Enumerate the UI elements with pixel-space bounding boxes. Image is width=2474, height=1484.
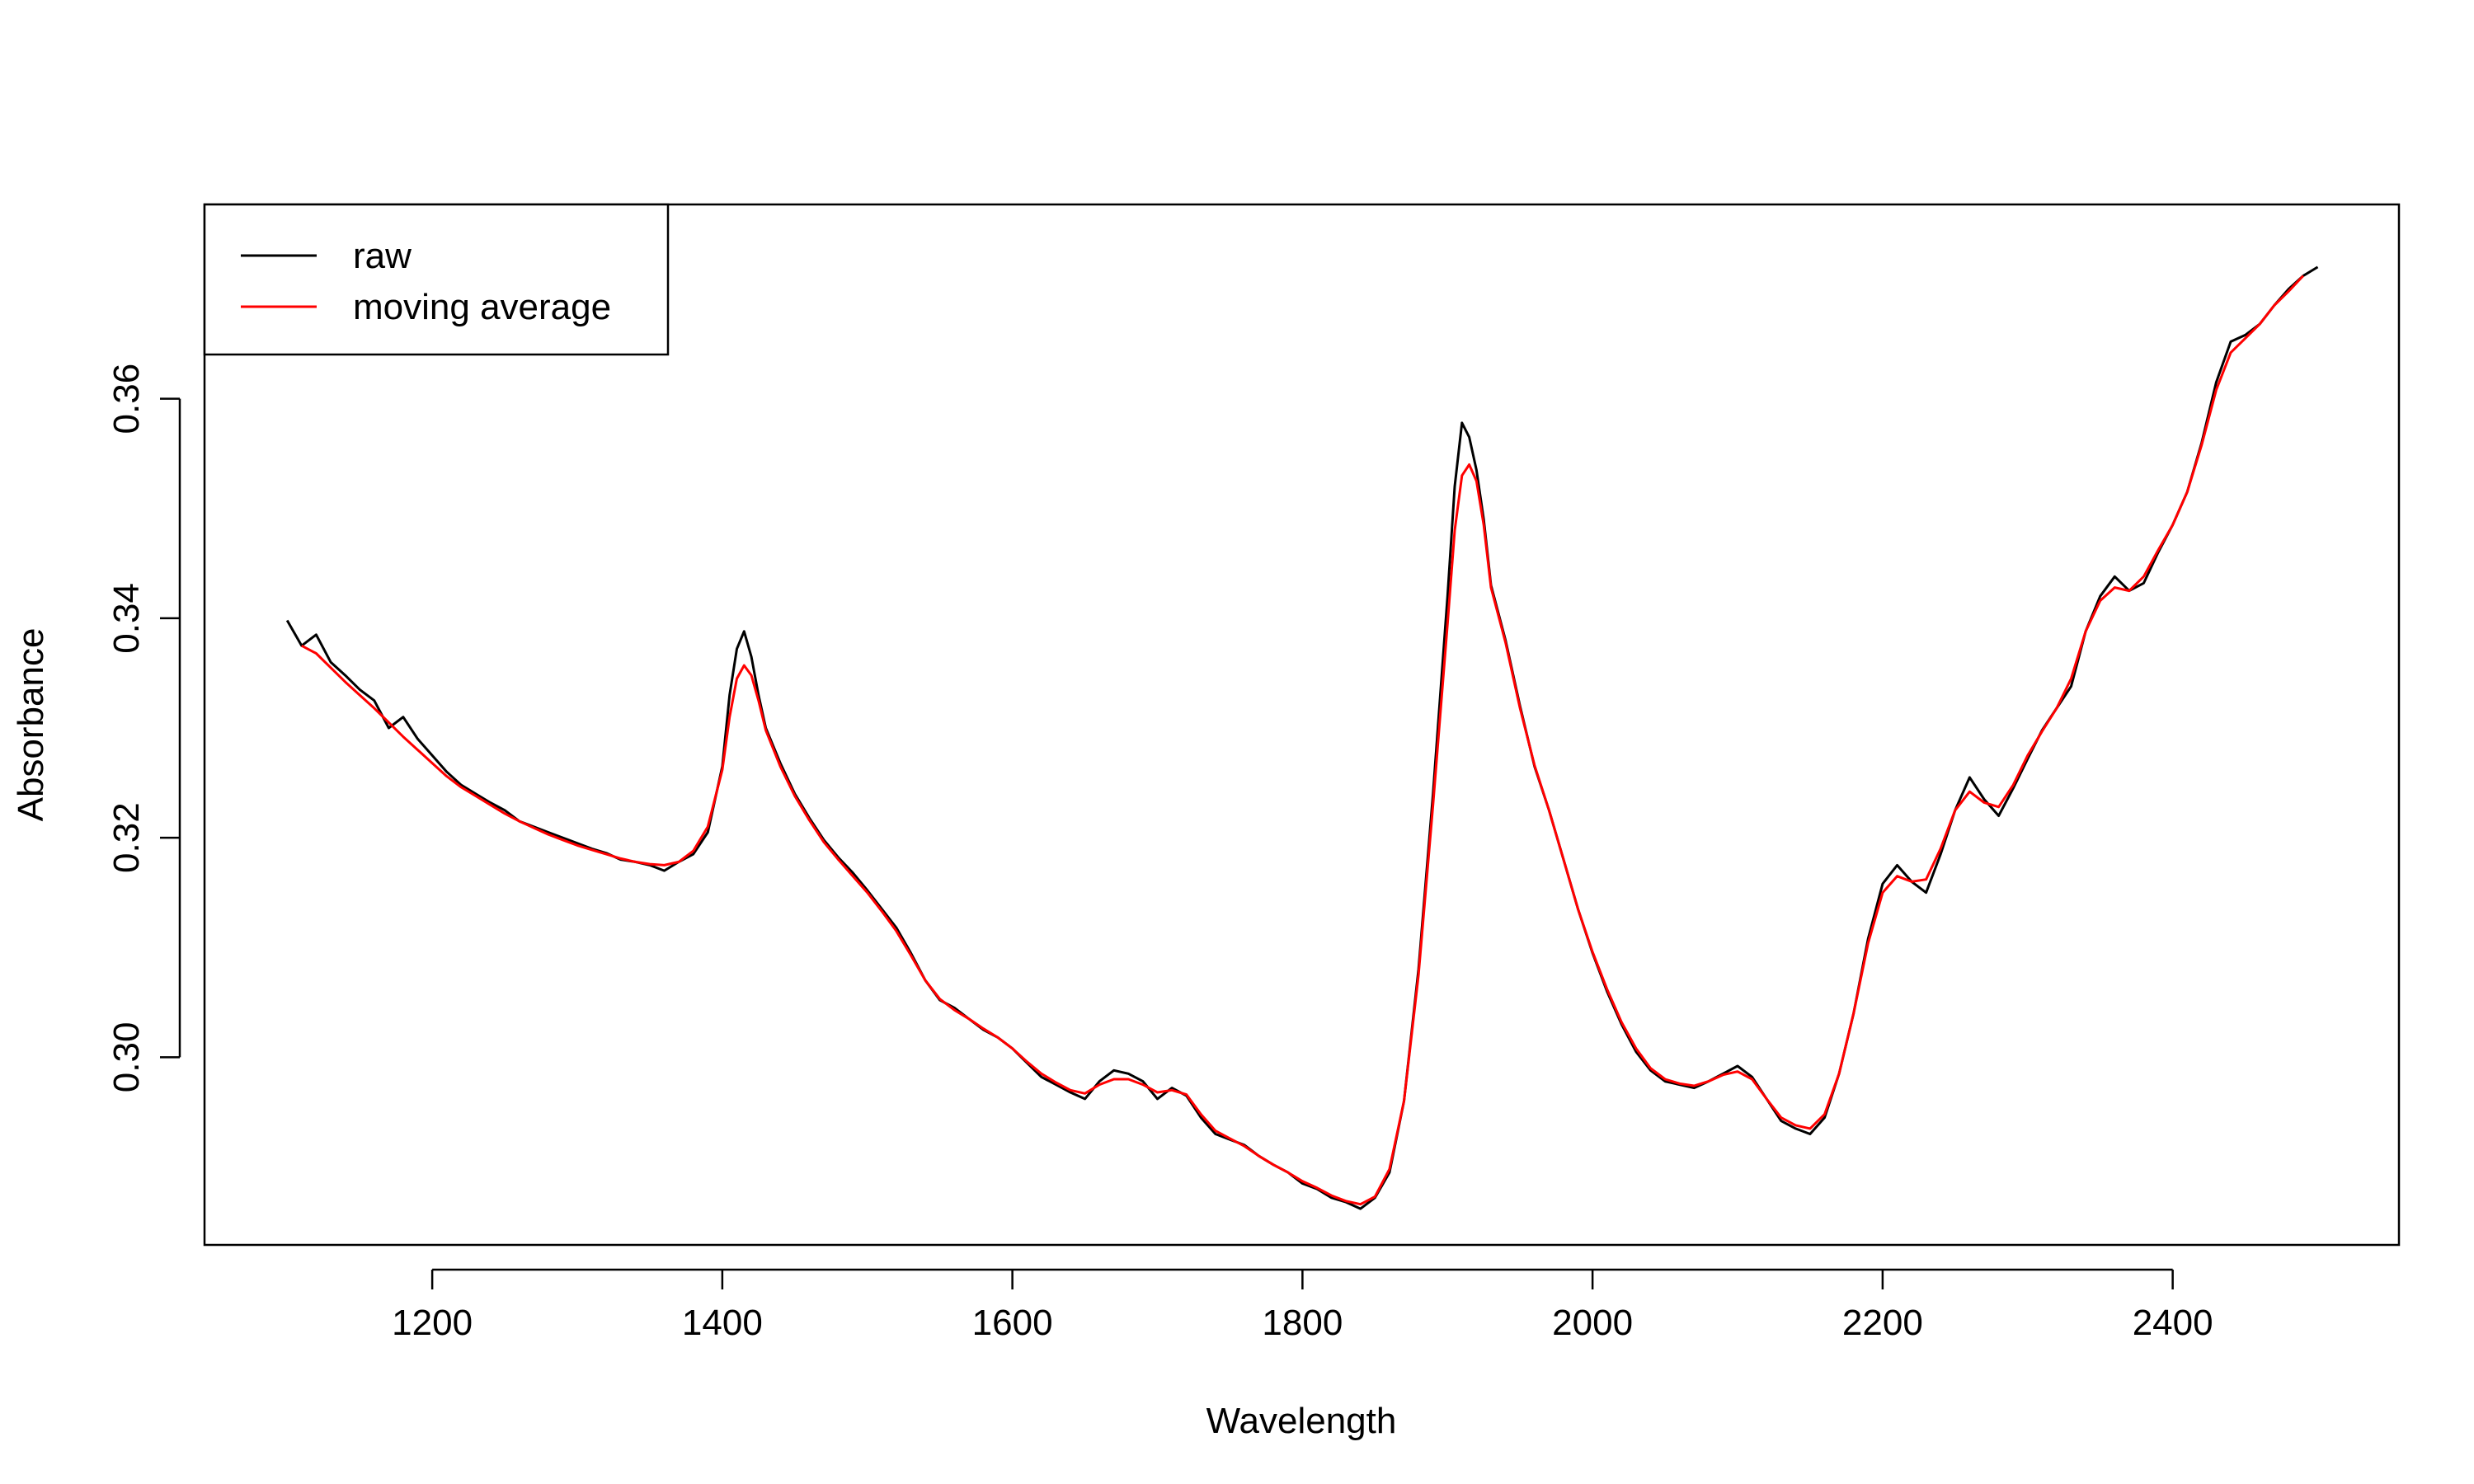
y-tick-label: 0.34 (106, 583, 147, 654)
x-tick-label: 2400 (2133, 1303, 2213, 1343)
legend: raw moving average (203, 203, 670, 356)
x-tick-label: 1400 (682, 1303, 763, 1343)
plot-frame (203, 203, 2401, 1247)
x-tick-label: 2200 (1842, 1303, 1923, 1343)
x-tick-label: 1800 (1262, 1303, 1343, 1343)
y-tick-label: 0.32 (106, 802, 147, 873)
x-axis: 1200 1400 1600 1800 2000 2200 2400 (392, 1268, 2213, 1343)
series-layer (285, 265, 2319, 1210)
series-line-moving-average (301, 275, 2304, 1206)
y-tick-label: 0.36 (106, 364, 147, 434)
y-axis: 0.30 0.32 0.34 0.36 (106, 364, 181, 1093)
x-tick-label: 1600 (972, 1303, 1053, 1343)
legend-label-raw: raw (353, 236, 412, 276)
y-axis-title: Absorbance (11, 628, 51, 822)
y-tick-label: 0.30 (106, 1022, 147, 1093)
legend-label-moving-average: moving average (353, 287, 611, 327)
x-tick-label: 2000 (1552, 1303, 1633, 1343)
legend-box (203, 203, 670, 356)
x-axis-title: Wavelength (1206, 1401, 1397, 1441)
x-tick-label: 1200 (392, 1303, 473, 1343)
